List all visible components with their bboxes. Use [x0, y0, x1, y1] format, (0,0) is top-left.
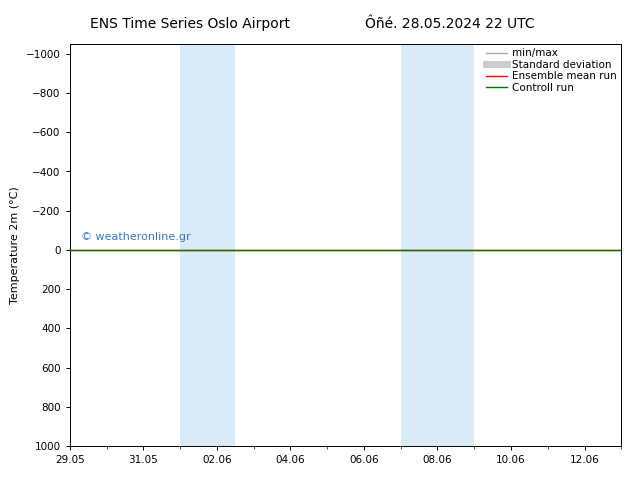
Y-axis label: Temperature 2m (°C): Temperature 2m (°C): [10, 186, 20, 304]
Bar: [180, 44, 235, 446]
Text: Ôñé. 28.05.2024 22 UTC: Ôñé. 28.05.2024 22 UTC: [365, 17, 535, 31]
Text: ENS Time Series Oslo Airport: ENS Time Series Oslo Airport: [90, 17, 290, 31]
Text: © weatheronline.gr: © weatheronline.gr: [81, 232, 190, 242]
Legend: min/max, Standard deviation, Ensemble mean run, Controll run: min/max, Standard deviation, Ensemble me…: [484, 46, 619, 95]
Bar: [401, 44, 474, 446]
